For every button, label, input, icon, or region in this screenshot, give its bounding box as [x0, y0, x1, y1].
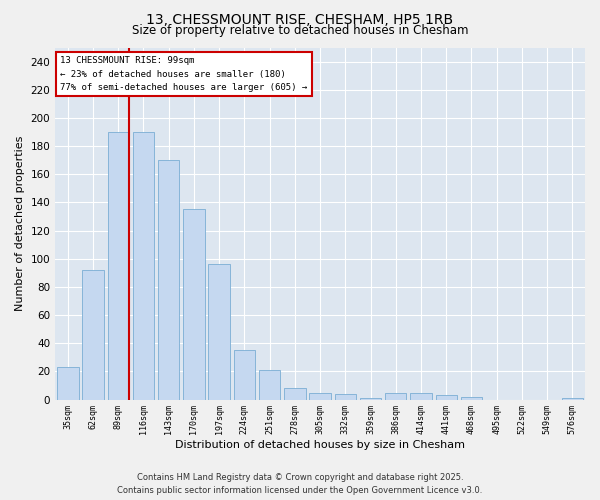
- Text: 13, CHESSMOUNT RISE, CHESHAM, HP5 1RB: 13, CHESSMOUNT RISE, CHESHAM, HP5 1RB: [146, 12, 454, 26]
- Bar: [335, 394, 356, 400]
- Bar: [410, 392, 432, 400]
- Bar: [107, 132, 129, 400]
- Bar: [133, 132, 154, 400]
- Bar: [158, 160, 179, 400]
- Y-axis label: Number of detached properties: Number of detached properties: [15, 136, 25, 311]
- Bar: [284, 388, 305, 400]
- Bar: [461, 397, 482, 400]
- Bar: [562, 398, 583, 400]
- X-axis label: Distribution of detached houses by size in Chesham: Distribution of detached houses by size …: [175, 440, 465, 450]
- Bar: [259, 370, 280, 400]
- Bar: [57, 367, 79, 400]
- Bar: [183, 210, 205, 400]
- Bar: [310, 392, 331, 400]
- Text: 13 CHESSMOUNT RISE: 99sqm
← 23% of detached houses are smaller (180)
77% of semi: 13 CHESSMOUNT RISE: 99sqm ← 23% of detac…: [61, 56, 308, 92]
- Bar: [385, 392, 406, 400]
- Bar: [208, 264, 230, 400]
- Text: Contains HM Land Registry data © Crown copyright and database right 2025.
Contai: Contains HM Land Registry data © Crown c…: [118, 474, 482, 495]
- Bar: [82, 270, 104, 400]
- Text: Size of property relative to detached houses in Chesham: Size of property relative to detached ho…: [132, 24, 468, 37]
- Bar: [360, 398, 381, 400]
- Bar: [233, 350, 255, 400]
- Bar: [436, 396, 457, 400]
